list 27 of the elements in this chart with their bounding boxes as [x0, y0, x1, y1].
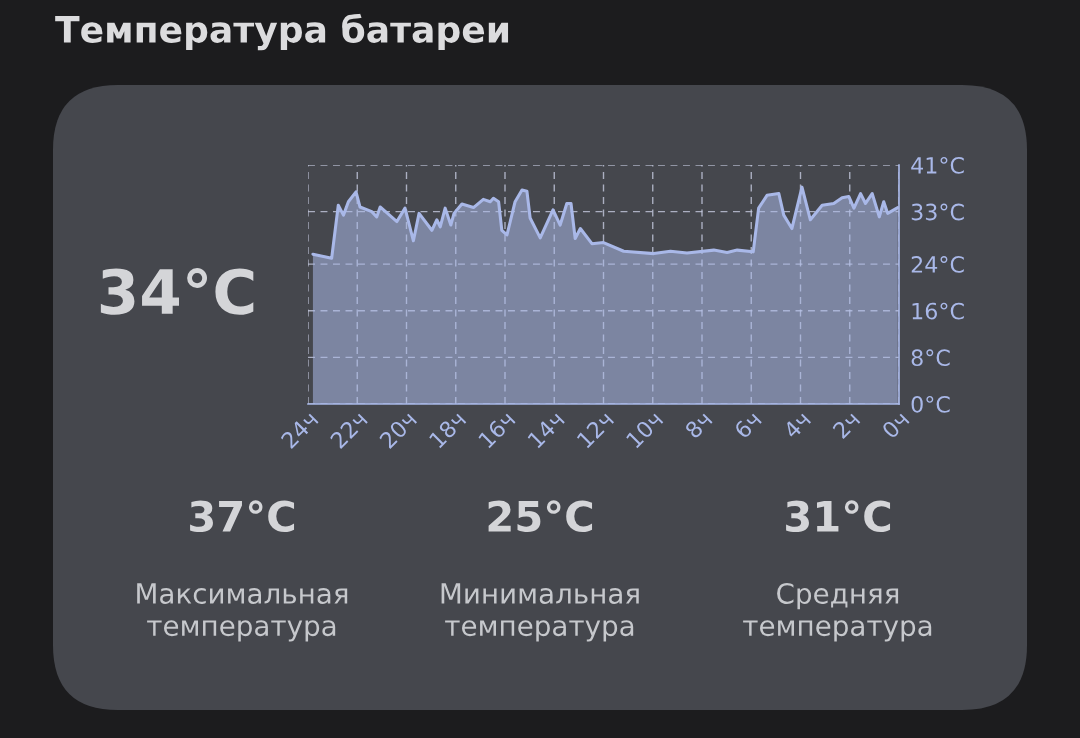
- text: 37°C: [190, 500, 295, 533]
- x-tick-label: 6ч: [733, 410, 762, 440]
- x-tick-label: 20ч: [378, 410, 418, 450]
- x-tick-label: 10ч: [625, 410, 664, 449]
- x-tick-label: 16ч: [477, 410, 516, 449]
- x-tick-label: 2ч: [831, 410, 861, 439]
- y-tick-label: 41°C: [911, 156, 964, 174]
- chart-title: Температура батареи: [55, 13, 509, 51]
- text: 31°C: [786, 500, 891, 533]
- y-tick-label: 24°C: [911, 256, 964, 273]
- y-tick-label: 8°C: [911, 349, 950, 367]
- x-tick-label: 4ч: [782, 410, 812, 440]
- text: Минимальная температура: [441, 583, 639, 642]
- x-tick-label: 14ч: [527, 410, 565, 449]
- x-tick-label: 0ч: [881, 410, 910, 440]
- x-tick-label: 8ч: [684, 410, 713, 440]
- y-tick-label: 16°C: [912, 302, 964, 320]
- y-tick-label: 0°C: [911, 395, 950, 413]
- x-tick-label: 18ч: [428, 410, 467, 449]
- x-tick-label: 12ч: [576, 410, 615, 449]
- text: Максимальная температура: [137, 583, 348, 642]
- text: 34°C: [100, 268, 254, 315]
- x-tick-label: 24ч: [280, 410, 319, 449]
- text: Средняя температура: [743, 582, 932, 642]
- text: 25°C: [488, 500, 593, 533]
- x-tick-label: 22ч: [329, 410, 368, 449]
- y-tick-label: 33°C: [911, 203, 964, 221]
